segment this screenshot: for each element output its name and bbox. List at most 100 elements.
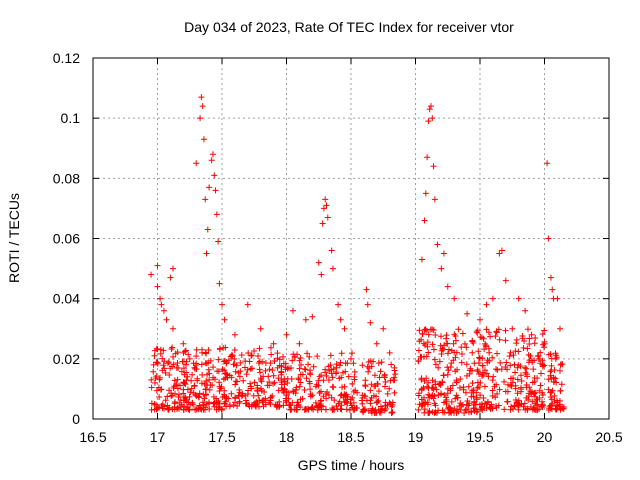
data-point xyxy=(466,370,473,377)
data-point xyxy=(262,395,269,402)
data-point xyxy=(373,399,380,406)
data-point xyxy=(483,301,490,308)
axis-ticks: 16.5 17 17.5 18 18.5 19 19.5 20 20.5 0 0.02 0.04 0.0… xyxy=(53,50,623,445)
data-point xyxy=(241,364,248,371)
data-point xyxy=(390,377,397,384)
data-point xyxy=(228,352,235,359)
data-point xyxy=(256,358,263,365)
data-point xyxy=(222,344,229,351)
data-point xyxy=(360,409,367,416)
data-point xyxy=(150,368,157,375)
data-point xyxy=(203,360,210,367)
data-point xyxy=(513,336,520,343)
data-point xyxy=(502,327,509,334)
data-point xyxy=(557,361,564,368)
data-point xyxy=(297,371,304,378)
data-point xyxy=(448,398,455,405)
data-point xyxy=(296,357,303,364)
data-point xyxy=(174,385,181,392)
data-point xyxy=(474,329,481,336)
data-point xyxy=(507,406,514,413)
data-point xyxy=(297,396,304,403)
data-point xyxy=(184,386,191,393)
data-point xyxy=(501,378,508,385)
data-point xyxy=(294,351,301,358)
data-point xyxy=(266,366,273,373)
data-point xyxy=(483,370,490,377)
data-point xyxy=(431,196,438,203)
data-point xyxy=(342,360,349,367)
data-point xyxy=(489,387,496,394)
data-point xyxy=(301,406,308,413)
data-point xyxy=(496,336,503,343)
data-point xyxy=(421,406,428,413)
data-point xyxy=(487,333,494,340)
data-point xyxy=(258,378,265,385)
data-point xyxy=(330,366,337,373)
data-point xyxy=(373,340,380,347)
data-point xyxy=(271,358,278,365)
data-point xyxy=(200,406,207,413)
data-point xyxy=(422,190,429,197)
data-point xyxy=(292,390,299,397)
data-point xyxy=(378,359,385,366)
data-point xyxy=(183,377,190,384)
data-point xyxy=(212,187,219,194)
grid xyxy=(93,58,609,419)
data-point xyxy=(296,383,303,390)
data-point xyxy=(316,402,323,409)
data-point xyxy=(474,384,481,391)
data-point xyxy=(203,391,210,398)
data-point xyxy=(167,365,174,372)
data-point xyxy=(221,316,228,323)
data-point xyxy=(545,351,552,358)
data-point xyxy=(362,377,369,384)
data-point xyxy=(268,351,275,358)
data-point xyxy=(473,328,480,335)
data-point xyxy=(369,405,376,412)
data-point xyxy=(350,388,357,395)
data-point xyxy=(422,326,429,333)
data-point xyxy=(162,369,169,376)
data-point xyxy=(494,350,501,357)
data-point xyxy=(214,368,221,375)
data-point xyxy=(257,369,264,376)
data-point xyxy=(180,406,187,413)
data-point xyxy=(529,379,536,386)
data-point xyxy=(162,397,169,404)
data-point xyxy=(415,358,422,365)
data-point xyxy=(532,334,539,341)
data-point xyxy=(365,368,372,375)
data-point xyxy=(294,399,301,406)
data-point xyxy=(417,353,424,360)
data-point xyxy=(475,383,482,390)
data-point xyxy=(523,394,530,401)
data-point xyxy=(283,399,290,406)
data-point xyxy=(539,361,546,368)
data-point xyxy=(201,395,208,402)
data-point xyxy=(169,325,176,332)
data-point xyxy=(166,359,173,366)
data-point xyxy=(351,405,358,412)
data-point xyxy=(498,247,505,254)
data-point xyxy=(434,241,441,248)
data-point xyxy=(307,367,314,374)
data-point xyxy=(315,382,322,389)
data-point xyxy=(418,396,425,403)
data-points xyxy=(148,94,567,416)
data-point xyxy=(436,358,443,365)
data-point xyxy=(164,360,171,367)
data-point xyxy=(315,259,322,266)
data-point xyxy=(183,369,190,376)
data-point xyxy=(199,349,206,356)
data-point xyxy=(374,398,381,405)
data-point xyxy=(483,401,490,408)
data-point xyxy=(182,347,189,354)
data-point xyxy=(535,352,542,359)
data-point xyxy=(174,376,181,383)
data-point xyxy=(450,340,457,347)
data-point xyxy=(348,355,354,362)
data-point xyxy=(245,349,252,356)
data-point xyxy=(338,402,345,409)
data-point xyxy=(215,238,222,245)
